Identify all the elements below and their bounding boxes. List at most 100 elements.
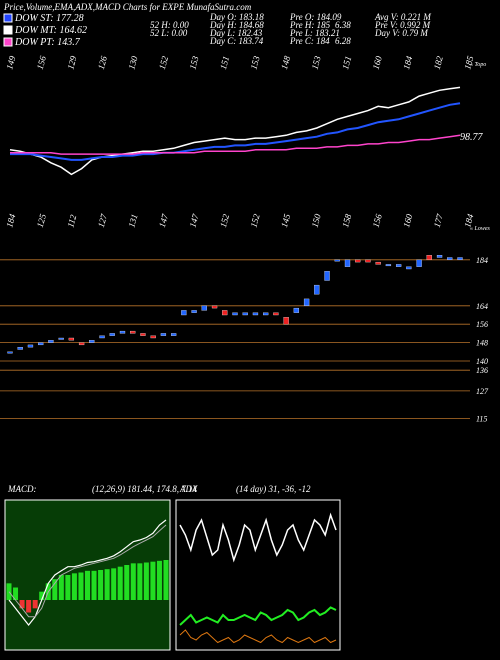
candle <box>170 333 177 336</box>
candle <box>385 264 392 267</box>
panel-params: (12,26,9) 181.44, 174.8, 7.14 <box>92 484 197 494</box>
rotated-label: 158 <box>340 212 353 228</box>
macd-bar <box>26 600 32 613</box>
minus-line <box>179 629 337 644</box>
candle <box>457 257 463 260</box>
candle <box>344 259 351 267</box>
rotated-label: 153 <box>310 54 323 70</box>
candle <box>48 340 54 343</box>
corner-label: « Topo <box>470 62 486 68</box>
macd-bar <box>156 560 162 600</box>
price-label: 148 <box>476 339 488 348</box>
candle <box>406 266 412 270</box>
price-label: 136 <box>476 366 488 375</box>
candle <box>119 330 126 334</box>
rotated-label: 130 <box>126 54 139 70</box>
plus-line <box>179 606 337 626</box>
candle <box>38 342 44 346</box>
macd-bar <box>85 570 90 600</box>
candle <box>68 337 75 341</box>
candle <box>334 259 340 262</box>
candle <box>283 317 289 325</box>
rotated-label: 177 <box>432 212 445 228</box>
rotated-label: 127 <box>96 212 109 228</box>
rotated-label: 125 <box>35 212 48 228</box>
rotated-label: 153 <box>249 54 262 70</box>
macd-bar <box>124 565 130 600</box>
candle <box>436 255 443 258</box>
info-field: Day O: 183.18 <box>209 12 264 22</box>
info-field: Day V: 0.79 M <box>374 28 428 38</box>
price-label: 127 <box>476 387 489 396</box>
panel-params: (14 day) 31, -36, -12 <box>236 484 311 494</box>
rotated-label: 112 <box>65 213 78 228</box>
macd-bar <box>39 591 45 600</box>
rotated-label: 184 <box>462 212 475 228</box>
macd-bar <box>19 600 25 609</box>
price-label: 156 <box>476 320 488 329</box>
macd-bar <box>117 566 123 600</box>
ema-line <box>10 134 461 155</box>
legend-swatch <box>3 25 13 35</box>
candle <box>324 271 330 281</box>
macd-bar <box>150 561 156 600</box>
legend-swatch <box>3 13 13 23</box>
legend-label: DOW MT: 164.62 <box>14 25 87 36</box>
corner-label: « Lowes <box>470 226 491 232</box>
info-field: Pre L: 183.21 <box>289 28 340 38</box>
panel-title: ADX <box>179 484 198 494</box>
rotated-label: 148 <box>279 54 292 70</box>
macd-bar <box>6 583 12 600</box>
rotated-label: 156 <box>371 212 384 228</box>
signal-line <box>8 524 167 618</box>
info-field: Pre C: 184 <box>289 36 330 46</box>
candle <box>232 312 238 316</box>
rotated-label: 156 <box>35 54 48 70</box>
candle <box>58 337 64 340</box>
macd-bar <box>130 563 136 600</box>
rotated-label: 129 <box>65 54 78 70</box>
macd-bar <box>52 579 58 600</box>
candle <box>416 259 422 267</box>
macd-bar <box>58 575 64 600</box>
rotated-label: 153 <box>187 54 200 70</box>
macd-bar <box>13 587 19 600</box>
ema-line <box>9 86 461 176</box>
legend-label: DOW PT: 143.7 <box>14 37 81 48</box>
macd-bar <box>163 560 169 600</box>
adx-line <box>179 512 337 563</box>
candle <box>447 257 453 260</box>
info-field: Day L: 182.43 <box>209 28 263 38</box>
info-field: 52 L: 0.00 <box>150 28 188 38</box>
info-field: Day C: 183.74 <box>209 36 264 46</box>
rotated-label: 152 <box>249 212 262 228</box>
rotated-label: 152 <box>157 54 170 70</box>
end-label: 98.77 <box>460 132 484 143</box>
candle <box>99 335 105 339</box>
rotated-label: 182 <box>432 54 445 70</box>
candle <box>222 310 228 316</box>
info-field: 6.38 <box>335 20 351 30</box>
macd-bar <box>137 563 143 600</box>
rotated-label: 160 <box>371 54 384 70</box>
candle <box>27 344 34 348</box>
rotated-label: 147 <box>187 212 200 228</box>
candle <box>78 342 85 346</box>
candle <box>273 312 279 316</box>
info-field: Pre O: 184.09 <box>289 12 342 22</box>
candle <box>365 259 371 263</box>
price-label: 140 <box>476 357 488 366</box>
candle <box>17 347 23 350</box>
candle <box>252 312 259 316</box>
rotated-label: 184 <box>4 212 17 228</box>
candle <box>150 335 156 339</box>
macd-bar <box>78 572 84 600</box>
rotated-label: 151 <box>218 55 231 71</box>
candle <box>181 310 187 316</box>
header: Price,Volume,EMA,ADX,MACD Charts for EXP… <box>3 2 252 12</box>
candle <box>375 261 381 265</box>
panel-title: MACD: <box>7 484 37 494</box>
candle <box>395 264 402 267</box>
macd-bar <box>91 570 97 600</box>
